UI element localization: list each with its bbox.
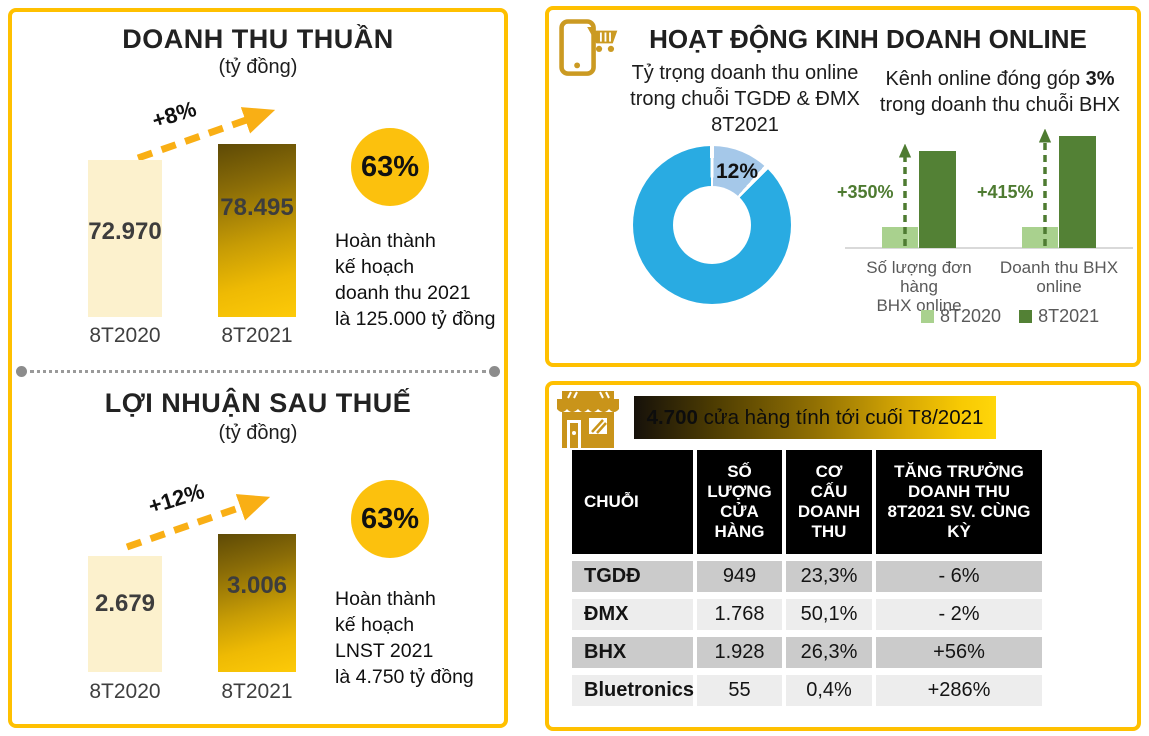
revenue-note-line: doanh thu 2021 bbox=[335, 282, 471, 304]
bhx-revenue-growth-label: +415% bbox=[977, 182, 1034, 202]
table-cell: 949 bbox=[697, 561, 782, 592]
store-count-banner: 4.700 cửa hàng tính tới cuối T8/2021 bbox=[634, 396, 996, 439]
bhx-heading-bold: 3% bbox=[1085, 68, 1115, 90]
bhx-orders-label-line: BHX online bbox=[876, 296, 962, 315]
revenue-cat-2021: 8T2021 bbox=[221, 324, 293, 347]
store-count-value: 4.700 bbox=[646, 406, 698, 429]
bhx-orders-label-line: Số lượng đơn hàng bbox=[866, 258, 972, 296]
profit-title: LỢI NHUẬN SAU THUẾ bbox=[104, 388, 412, 418]
profit-unit: (tỷ đồng) bbox=[218, 422, 298, 444]
phone-cart-icon bbox=[559, 19, 618, 76]
revenue-title: DOANH THU THUẦN bbox=[122, 24, 394, 54]
table-cell: 50,1% bbox=[786, 599, 872, 630]
table-cell: TGDĐ bbox=[572, 561, 693, 592]
revenue-value-2021: 78.495 bbox=[220, 194, 294, 221]
legend-swatch-2020 bbox=[921, 310, 934, 323]
store-count-text: cửa hàng tính tới cuối T8/2021 bbox=[703, 406, 984, 429]
bhx-orders-growth-arrow bbox=[898, 144, 912, 246]
revenue-growth-arrow bbox=[136, 107, 276, 162]
legend-item-2020: 8T2020 bbox=[921, 306, 1001, 327]
donut-heading-line: 8T2021 bbox=[711, 114, 779, 136]
profit-cat-2020: 8T2020 bbox=[89, 680, 161, 703]
donut-heading-line: trong chuỗi TGDĐ & ĐMX bbox=[630, 88, 860, 110]
revenue-completion-badge: 63% bbox=[351, 128, 429, 206]
online-business-panel: HOẠT ĐỘNG KINH DOANH ONLINE Tỷ trọng doa… bbox=[545, 6, 1141, 367]
profit-bar-2021: 3.006 bbox=[218, 534, 296, 672]
table-cell: 1.768 bbox=[697, 599, 782, 630]
profit-completion-badge: 63% bbox=[351, 480, 429, 558]
profit-bar-2020: 2.679 bbox=[88, 556, 162, 672]
financial-results-panel: DOANH THU THUẦN (tỷ đồng) +8% 72.970 78.… bbox=[8, 8, 508, 728]
bhx-heading-prefix: Kênh online đóng góp bbox=[885, 68, 1081, 90]
revenue-bar-2020: 72.970 bbox=[88, 160, 162, 317]
legend-item-2021: 8T2021 bbox=[1019, 306, 1099, 327]
legend-swatch-2021 bbox=[1019, 310, 1033, 323]
profit-note-line: là 4.750 tỷ đồng bbox=[335, 666, 474, 688]
bhx-orders-growth-label: +350% bbox=[837, 182, 894, 202]
revenue-note-line: là 125.000 tỷ đồng bbox=[335, 308, 496, 330]
legend-label-2021: 8T2021 bbox=[1038, 306, 1100, 326]
bhx-heading: Kênh online đóng góp 3% trong doanh thu … bbox=[865, 66, 1135, 118]
bhx-heading-line2: trong doanh thu chuỗi BHX bbox=[879, 94, 1121, 116]
revenue-note-line: kế hoạch bbox=[335, 256, 415, 278]
profit-value-2020: 2.679 bbox=[94, 590, 156, 617]
table-cell: +286% bbox=[876, 675, 1042, 706]
col-header-store-count: SỐ LƯỢNG CỬA HÀNG bbox=[697, 450, 782, 554]
revenue-value-2020: 72.970 bbox=[88, 218, 162, 245]
bhx-chart-baseline bbox=[845, 247, 1133, 249]
revenue-cat-2020: 8T2020 bbox=[89, 324, 161, 347]
bhx-revenue-growth-arrow bbox=[1038, 129, 1052, 246]
revenue-note: Hoàn thành kế hoạch doanh thu 2021 là 12… bbox=[335, 228, 510, 332]
online-panel-title: HOẠT ĐỘNG KINH DOANH ONLINE bbox=[649, 24, 1087, 54]
divider-dot-left bbox=[16, 366, 27, 377]
table-cell: 0,4% bbox=[786, 675, 872, 706]
bhx-revenue-label: Doanh thu BHX online bbox=[993, 258, 1125, 296]
table-cell: +56% bbox=[876, 637, 1042, 668]
divider-dotted-line bbox=[30, 370, 486, 373]
table-cell: 23,3% bbox=[786, 561, 872, 592]
profit-cat-2021: 8T2021 bbox=[221, 680, 293, 703]
stores-panel: 4.700 cửa hàng tính tới cuối T8/2021 CHU… bbox=[545, 381, 1141, 731]
profit-growth-arrow bbox=[125, 494, 271, 551]
online-share-donut bbox=[633, 146, 791, 304]
table-cell: - 6% bbox=[876, 561, 1042, 592]
col-header-revenue-mix: CƠ CẤU DOANH THU bbox=[786, 450, 872, 554]
profit-note-line: LNST 2021 bbox=[335, 640, 434, 662]
table-cell: 26,3% bbox=[786, 637, 872, 668]
bhx-orders-label: Số lượng đơn hàng BHX online bbox=[853, 258, 985, 315]
col-header-chain: CHUỖI bbox=[572, 450, 693, 554]
table-cell: 1.928 bbox=[697, 637, 782, 668]
bhx-revenue-bar-2020 bbox=[1022, 227, 1058, 248]
table-cell: - 2% bbox=[876, 599, 1042, 630]
bhx-orders-bar-2021 bbox=[919, 151, 956, 248]
bhx-revenue-bar-2021 bbox=[1059, 136, 1096, 248]
bhx-revenue-label-line: online bbox=[1036, 277, 1082, 296]
profit-note: Hoàn thành kế hoạch LNST 2021 là 4.750 t… bbox=[335, 586, 510, 690]
online-share-label: 12% bbox=[715, 160, 759, 183]
bhx-legend: 8T2020 8T2021 bbox=[921, 306, 1099, 327]
legend-label-2020: 8T2020 bbox=[940, 306, 1002, 326]
revenue-note-line: Hoàn thành bbox=[335, 230, 436, 252]
profit-note-line: Hoàn thành bbox=[335, 588, 436, 610]
storefront-icon bbox=[557, 391, 619, 448]
revenue-bar-2021: 78.495 bbox=[218, 144, 296, 317]
stores-table: CHUỖI SỐ LƯỢNG CỬA HÀNG CƠ CẤU DOANH THU… bbox=[572, 450, 1042, 706]
section-divider bbox=[16, 366, 500, 377]
table-cell: ĐMX bbox=[572, 599, 693, 630]
profit-value-2021: 3.006 bbox=[226, 572, 288, 599]
donut-heading-line: Tỷ trọng doanh thu online bbox=[631, 62, 859, 84]
donut-heading: Tỷ trọng doanh thu online trong chuỗi TG… bbox=[595, 60, 895, 138]
bhx-orders-bar-2020 bbox=[882, 227, 918, 248]
divider-dot-right bbox=[489, 366, 500, 377]
table-cell: Bluetronics bbox=[572, 675, 694, 706]
col-header-growth: TĂNG TRƯỞNG DOANH THU 8T2021 SV. CÙNG KỲ bbox=[876, 450, 1042, 554]
bhx-heading-line1: Kênh online đóng góp 3% bbox=[865, 66, 1135, 92]
profit-note-line: kế hoạch bbox=[335, 614, 415, 636]
table-cell: 55 bbox=[697, 675, 782, 706]
revenue-unit: (tỷ đồng) bbox=[218, 56, 298, 78]
table-cell: BHX bbox=[572, 637, 693, 668]
bhx-revenue-label-line: Doanh thu BHX bbox=[999, 258, 1119, 277]
